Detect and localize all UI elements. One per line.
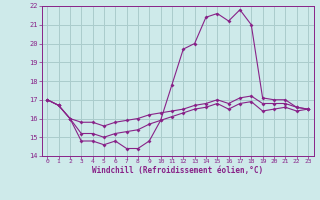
X-axis label: Windchill (Refroidissement éolien,°C): Windchill (Refroidissement éolien,°C) (92, 166, 263, 175)
